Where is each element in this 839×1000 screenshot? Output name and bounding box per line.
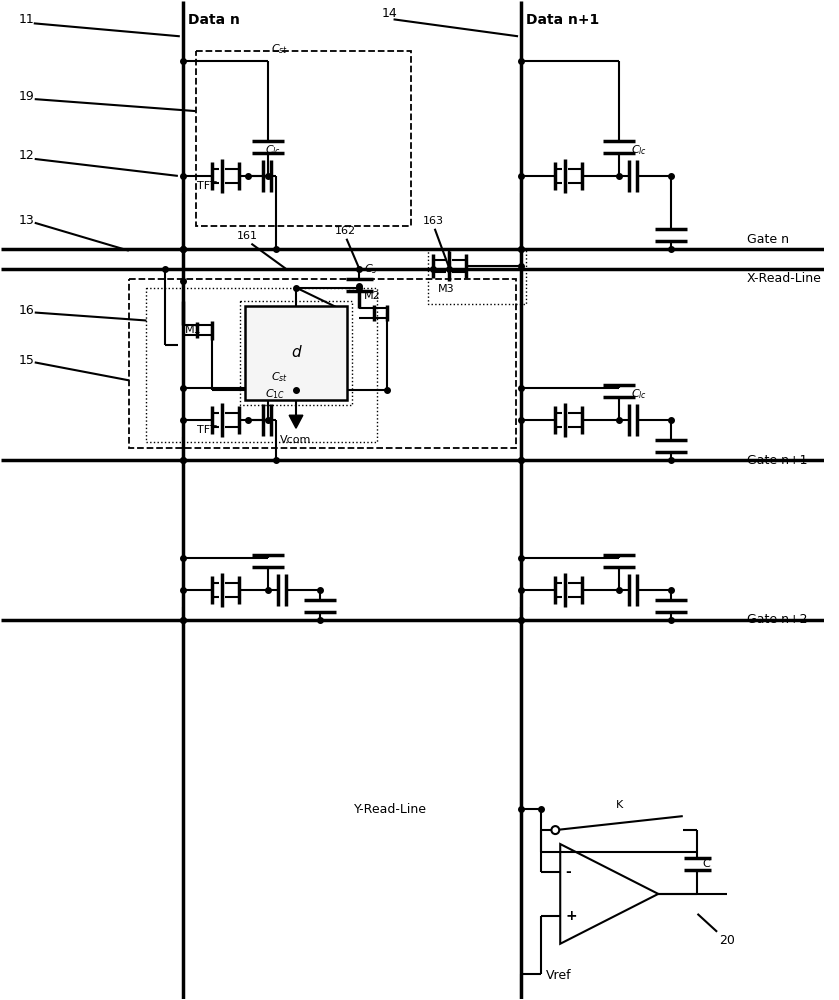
Text: Gate n+2: Gate n+2 — [747, 613, 807, 626]
Text: 161: 161 — [237, 231, 258, 241]
Bar — [428, 249, 526, 304]
Text: $C_{1C}$: $C_{1C}$ — [265, 387, 285, 401]
Text: 14: 14 — [382, 7, 398, 20]
Text: Vcom: Vcom — [280, 435, 312, 445]
Text: 12: 12 — [19, 149, 34, 162]
Text: C: C — [702, 859, 710, 869]
Text: M2: M2 — [364, 291, 381, 301]
Circle shape — [551, 826, 560, 834]
Text: 11: 11 — [19, 13, 34, 26]
Text: $C_{lc}$: $C_{lc}$ — [631, 143, 647, 157]
Text: 19: 19 — [19, 90, 34, 103]
Bar — [147, 288, 377, 442]
Text: Gate n: Gate n — [747, 233, 789, 246]
Bar — [195, 51, 411, 226]
Text: $C_{st}$: $C_{st}$ — [271, 42, 288, 56]
Text: Vref: Vref — [545, 969, 571, 982]
Text: 16: 16 — [19, 304, 34, 317]
Text: d: d — [291, 345, 301, 360]
Text: $C_{lc}$: $C_{lc}$ — [631, 387, 647, 401]
Text: Gate n+1: Gate n+1 — [747, 454, 807, 467]
Text: TFT: TFT — [197, 181, 217, 191]
Text: 20: 20 — [719, 934, 735, 947]
Text: 163: 163 — [423, 216, 444, 226]
Text: $C_{st}$: $C_{st}$ — [271, 371, 288, 384]
Bar — [240, 301, 352, 405]
Bar — [129, 279, 516, 448]
Text: -: - — [565, 865, 571, 879]
Text: X-Read-Line: X-Read-Line — [747, 272, 821, 285]
Text: K: K — [616, 800, 623, 810]
Bar — [244, 306, 347, 400]
Text: M1: M1 — [185, 325, 201, 335]
Text: Data n: Data n — [188, 13, 240, 27]
Text: Data n+1: Data n+1 — [526, 13, 599, 27]
Text: +: + — [565, 909, 576, 923]
Text: TFT: TFT — [197, 425, 217, 435]
Text: 162: 162 — [335, 226, 356, 236]
Polygon shape — [289, 415, 303, 428]
Text: 13: 13 — [19, 214, 34, 227]
Text: $C_s$: $C_s$ — [364, 262, 378, 276]
Text: 15: 15 — [19, 354, 35, 367]
Text: M3: M3 — [438, 284, 454, 294]
Text: Y-Read-Line: Y-Read-Line — [354, 803, 427, 816]
Text: $C_{lc}$: $C_{lc}$ — [265, 143, 281, 157]
